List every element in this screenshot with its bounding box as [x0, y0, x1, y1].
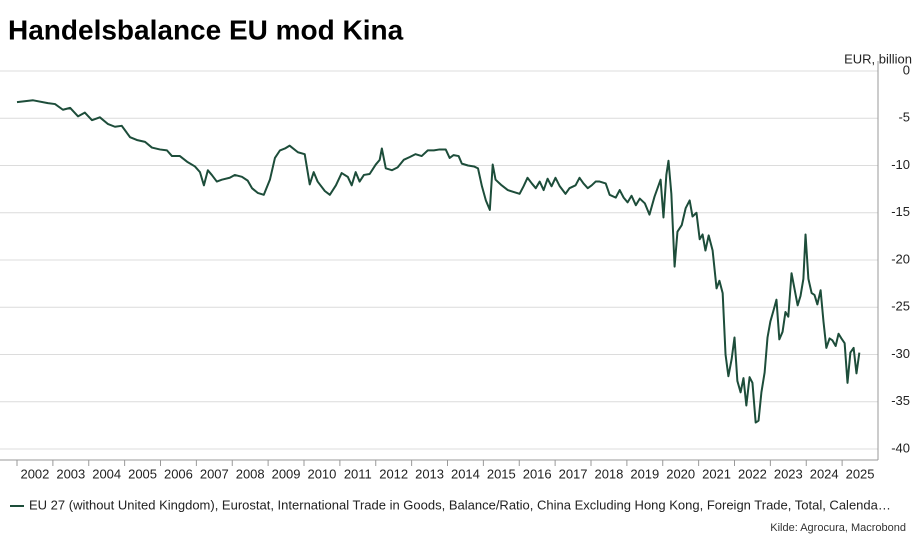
x-tick-label: 2018 — [594, 466, 623, 481]
x-tick-label: 2023 — [774, 466, 803, 481]
x-tick-label: 2007 — [200, 466, 229, 481]
x-tick-label: 2003 — [56, 466, 85, 481]
x-tick-label: 2021 — [702, 466, 731, 481]
y-tick-label: -10 — [891, 157, 910, 172]
source: Kilde: Agrocura, Macrobond — [770, 522, 906, 534]
chart-title: Handelsbalance EU mod Kina — [8, 14, 404, 45]
x-tick-label: 2013 — [415, 466, 444, 481]
y-tick-label: -20 — [891, 251, 910, 266]
x-tick-label: 2024 — [810, 466, 839, 481]
y-tick-label: -30 — [891, 346, 910, 361]
y-tick-label: -40 — [891, 440, 910, 455]
x-tick-label: 2002 — [20, 466, 49, 481]
x-tick-label: 2014 — [451, 466, 480, 481]
x-tick-label: 2020 — [666, 466, 695, 481]
data-line — [16, 99, 861, 424]
y-tick-label: -35 — [891, 393, 910, 408]
y-tick-label: -15 — [891, 204, 910, 219]
x-tick-label: 2010 — [307, 466, 336, 481]
x-tick-label: 2016 — [523, 466, 552, 481]
x-tick-label: 2008 — [236, 466, 265, 481]
y-tick-label: -5 — [898, 110, 910, 125]
x-tick-label: 2004 — [92, 466, 121, 481]
y-tick-label: -25 — [891, 299, 910, 314]
x-tick-label: 2005 — [128, 466, 157, 481]
x-tick-label: 2009 — [272, 466, 301, 481]
legend-label: EU 27 (without United Kingdom), Eurostat… — [29, 497, 891, 512]
x-tick-label: 2022 — [738, 466, 767, 481]
x-tick-label: 2025 — [846, 466, 875, 481]
x-tick-label: 2012 — [379, 466, 408, 481]
x-tick-label: 2006 — [164, 466, 193, 481]
x-tick-label: 2011 — [344, 466, 372, 481]
x-tick-label: 2019 — [630, 466, 659, 481]
x-tick-label: 2017 — [559, 466, 588, 481]
x-tick-label: 2015 — [487, 466, 516, 481]
y-axis-label: EUR, billion — [844, 51, 912, 66]
y-tick-label: 0 — [903, 62, 910, 77]
